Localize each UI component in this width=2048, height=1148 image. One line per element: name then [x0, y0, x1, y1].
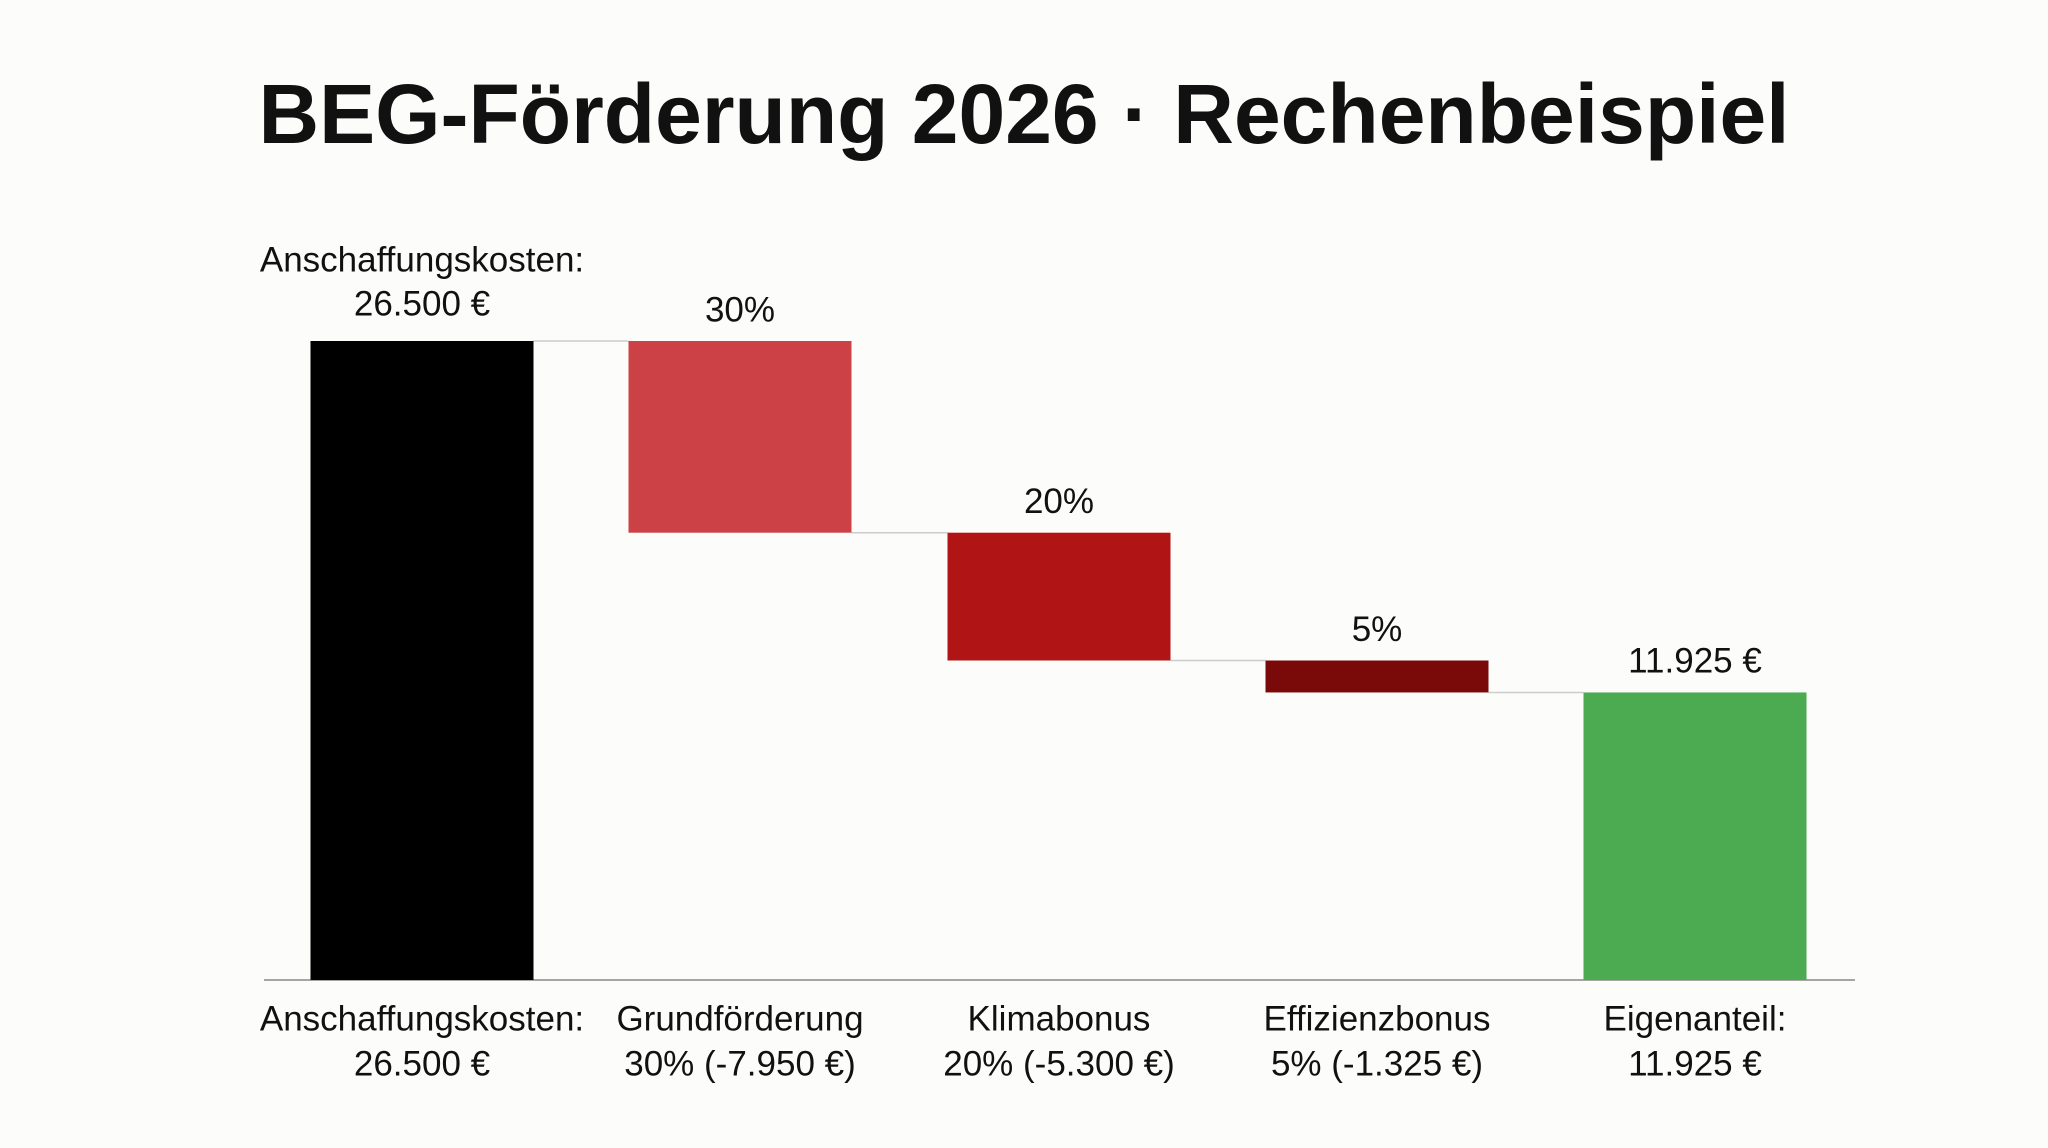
chart-title: BEG-Förderung 2026 · Rechenbeispiel: [258, 67, 1789, 161]
bar-label: 30%: [705, 290, 775, 329]
x-tick-label: 5% (-1.325 €): [1271, 1044, 1483, 1083]
bar-label: 20%: [1024, 482, 1094, 521]
bar-label: 11.925 €: [1628, 642, 1762, 681]
x-tick-label: Grundförderung: [616, 999, 863, 1038]
bar: [1265, 660, 1489, 693]
x-tick-label: 20% (-5.300 €): [943, 1044, 1175, 1083]
bar: [628, 341, 852, 533]
x-tick-label: 30% (-7.950 €): [624, 1044, 856, 1083]
bar: [310, 341, 534, 980]
x-tick-label: Klimabonus: [968, 999, 1151, 1038]
bar-label: 26.500 €: [354, 284, 490, 323]
bar: [947, 532, 1171, 661]
bar: [1583, 692, 1807, 980]
x-tick-label: Anschaffungskosten:: [260, 999, 584, 1038]
x-tick-label: 26.500 €: [354, 1044, 490, 1083]
bar-label: Anschaffungskosten:: [260, 240, 584, 279]
x-tick-label: Effizienzbonus: [1263, 999, 1490, 1038]
bar-label: 5%: [1352, 610, 1403, 649]
x-tick-label: 11.925 €: [1628, 1044, 1762, 1083]
x-tick-label: Eigenanteil:: [1604, 999, 1787, 1038]
